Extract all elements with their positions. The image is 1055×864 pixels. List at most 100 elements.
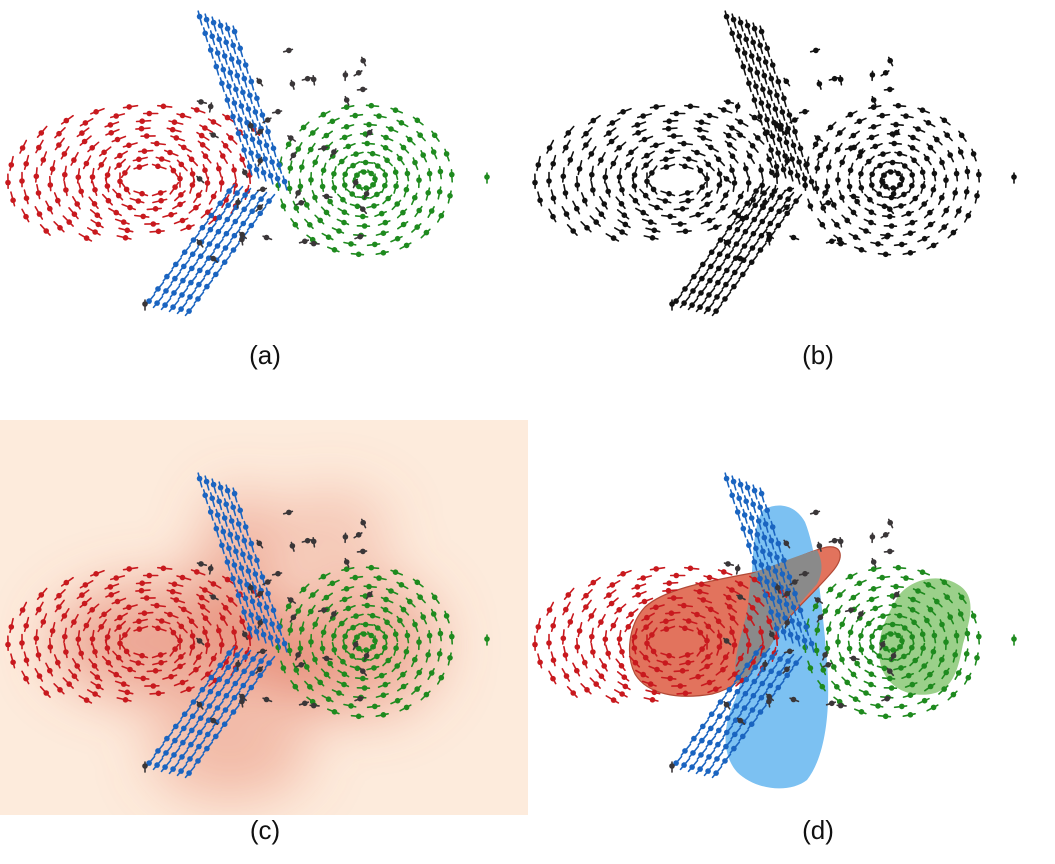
panel-c-plot: [0, 420, 528, 815]
point-glyph: [794, 634, 801, 641]
point-glyph: [895, 632, 901, 639]
point-glyph: [262, 156, 268, 162]
point-glyph: [734, 688, 741, 695]
point-glyph: [708, 263, 714, 270]
point-glyph: [883, 183, 889, 190]
point-glyph: [138, 587, 145, 594]
point-glyph: [669, 301, 675, 307]
point-glyph: [232, 182, 238, 189]
point-glyph: [808, 178, 815, 185]
point-glyph: [737, 655, 744, 662]
point-glyph: [124, 689, 131, 696]
point-glyph: [237, 578, 243, 585]
point-glyph: [403, 704, 410, 711]
point-glyph: [749, 605, 756, 611]
point-glyph: [375, 163, 381, 169]
point-glyph: [775, 684, 782, 691]
point-glyph: [606, 130, 612, 136]
point-glyph: [343, 104, 350, 110]
point-glyph: [233, 548, 239, 555]
point-glyph: [769, 192, 775, 198]
point-glyph: [769, 654, 775, 660]
point-glyph: [706, 574, 713, 581]
point-glyph: [263, 604, 270, 611]
point-glyph: [336, 228, 342, 234]
point-glyph: [700, 135, 707, 141]
point-glyph: [584, 225, 590, 231]
point-glyph: [895, 170, 901, 177]
point-glyph: [246, 625, 253, 632]
point-glyph: [640, 575, 646, 581]
point-glyph: [909, 145, 916, 151]
point-glyph: [682, 286, 688, 292]
point-glyph: [713, 686, 719, 692]
point-glyph: [868, 671, 875, 677]
point-glyph: [117, 640, 123, 647]
point-glyph: [651, 689, 658, 696]
point-glyph: [203, 478, 210, 485]
point-glyph: [179, 217, 186, 224]
point-glyph: [750, 39, 756, 46]
point-glyph: [308, 608, 314, 615]
point-glyph: [641, 136, 648, 143]
point-glyph: [320, 629, 327, 636]
point-glyph: [947, 614, 953, 620]
point-glyph: [210, 594, 216, 600]
point-glyph: [565, 592, 572, 598]
point-glyph: [188, 279, 194, 286]
point-glyph: [62, 171, 68, 178]
point-glyph: [167, 149, 173, 156]
point-glyph: [252, 109, 259, 115]
point-glyph: [921, 201, 927, 207]
point-glyph: [349, 191, 356, 197]
point-glyph: [907, 692, 914, 698]
point-glyph: [729, 629, 735, 635]
point-glyph: [162, 764, 168, 770]
point-glyph: [837, 130, 843, 136]
point-glyph: [232, 218, 239, 225]
point-glyph: [870, 97, 877, 103]
point-glyph: [667, 213, 673, 220]
point-glyph: [868, 134, 875, 141]
point-glyph: [907, 712, 914, 718]
point-glyph: [393, 645, 399, 651]
density-blob: [270, 490, 390, 570]
point-glyph: [879, 179, 886, 186]
point-glyph: [323, 671, 330, 678]
point-glyph: [772, 106, 779, 112]
point-glyph: [23, 623, 30, 629]
point-glyph: [71, 619, 77, 625]
point-glyph: [950, 229, 957, 236]
point-glyph: [254, 95, 260, 102]
point-glyph: [781, 557, 787, 564]
point-glyph: [270, 607, 277, 614]
point-glyph: [765, 565, 772, 571]
point-glyph: [143, 133, 150, 139]
point-glyph: [734, 565, 741, 572]
point-glyph: [222, 605, 229, 611]
point-glyph: [235, 59, 242, 65]
point-glyph: [63, 117, 70, 124]
point-glyph: [224, 114, 231, 121]
point-glyph: [398, 582, 405, 588]
point-glyph: [310, 240, 317, 247]
point-glyph: [560, 635, 567, 642]
point-glyph: [764, 578, 770, 585]
point-glyph: [820, 205, 827, 211]
point-glyph: [160, 103, 167, 110]
point-glyph: [744, 662, 750, 669]
point-glyph: [717, 237, 724, 243]
point-glyph: [663, 626, 670, 632]
point-glyph: [761, 534, 768, 541]
point-glyph: [768, 668, 774, 675]
point-glyph: [414, 117, 421, 124]
point-glyph: [649, 697, 656, 703]
point-glyph: [899, 638, 905, 644]
point-glyph: [123, 648, 130, 655]
point-glyph: [761, 190, 767, 196]
point-glyph: [721, 569, 727, 575]
point-glyph: [248, 684, 255, 691]
cluster-regions: [628, 505, 971, 789]
point-glyph: [202, 492, 208, 499]
point-glyph: [342, 534, 349, 540]
